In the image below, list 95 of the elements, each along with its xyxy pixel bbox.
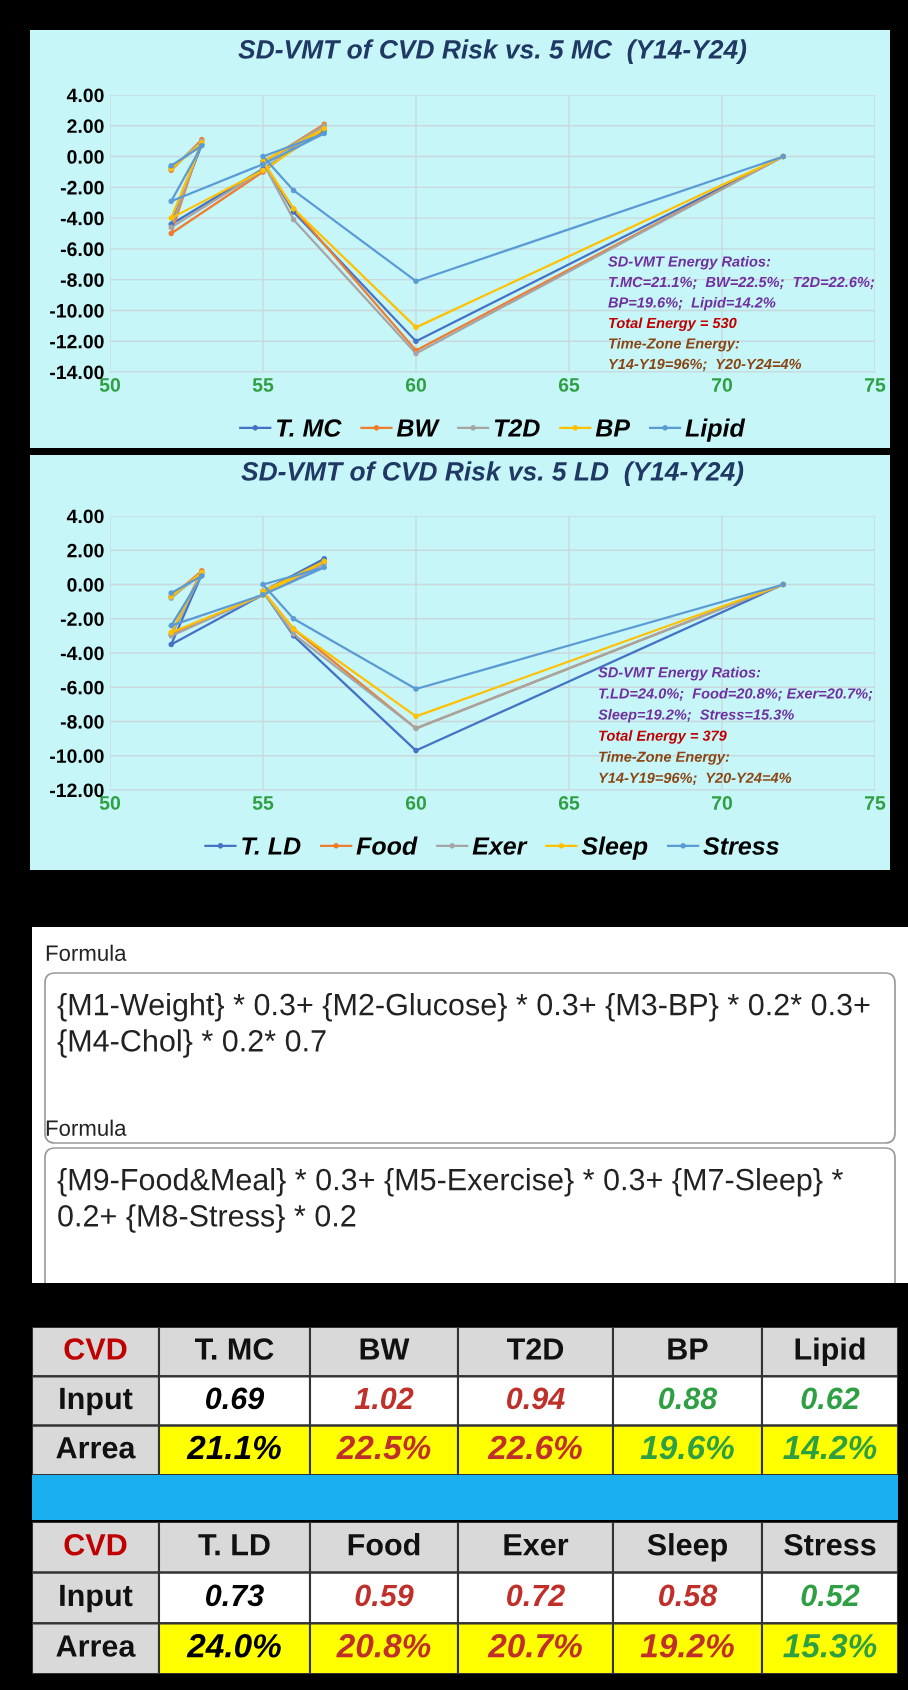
- text: 0.72: [507, 1584, 565, 1607]
- text: 24.0%: [186, 1634, 281, 1658]
- y-tick-label: -12.00: [50, 334, 104, 349]
- x-tick-label: 60: [405, 378, 427, 392]
- x-tick-label: 55: [252, 796, 274, 810]
- annotation: T.LD=24.0%; Food=20.8%; Exer=20.7%;: [599, 687, 873, 701]
- text: Formula: [46, 944, 127, 961]
- text: 20.8%: [336, 1634, 431, 1658]
- annotation: Y14-Y19=96%; Y20-Y24=4%: [599, 772, 792, 786]
- x-tick-label: 65: [558, 796, 580, 810]
- category-label: Input: [60, 1387, 133, 1416]
- annotation: Sleep=19.2%; Stress=15.3%: [598, 709, 794, 723]
- category-label: T2D: [506, 1338, 564, 1360]
- text: 20.7%: [487, 1634, 582, 1658]
- legend-label: Exer: [472, 837, 528, 855]
- annotation: SD-VMT Energy Ratios:: [598, 666, 761, 681]
- text: Formula: [46, 1119, 127, 1136]
- chart-title: SD-VMT of CVD Risk vs. 5 MC (Y14-Y24): [238, 39, 747, 64]
- legend-label: Sleep: [581, 836, 648, 860]
- annotation: Time-Zone Energy:: [609, 337, 740, 352]
- text: 0.73: [206, 1584, 264, 1607]
- text: 19.2%: [640, 1634, 734, 1658]
- legend-label: BP: [595, 419, 631, 437]
- text: {M1-Weight} * 0.3+ {M2-Glucose} * 0.3+ {M3-BP} * 0.2* 0.3+ {M4-Chol} * 0.2* 0.7: [57, 993, 870, 1058]
- text: 0.59: [355, 1584, 414, 1607]
- y-tick-label: 4.00: [66, 88, 104, 103]
- text: 21.1%: [186, 1435, 281, 1460]
- annotation: Time-Zone Energy:: [599, 751, 730, 765]
- x-tick-label: 70: [712, 796, 733, 810]
- text: 0.88: [659, 1387, 718, 1410]
- y-tick-label: -6.00: [60, 680, 104, 695]
- y-tick-label: 4.00: [66, 509, 104, 524]
- y-tick-label: -8.00: [60, 273, 104, 287]
- text: {M9-Food&Meal} * 0.3+ {M5-Exercise} * 0.3+ {M7-Sleep} * 0.2+ {M8-Stress} * 0.2: [57, 1168, 843, 1233]
- text: 0.69: [206, 1387, 265, 1410]
- legend-label: T2D: [494, 419, 540, 437]
- text: 1.02: [354, 1387, 414, 1410]
- category-label: Arrea: [56, 1635, 136, 1657]
- y-tick-label: -12.00: [50, 783, 104, 798]
- x-tick-label: 55: [252, 378, 274, 392]
- text: 0.94: [507, 1387, 565, 1410]
- y-tick-label: -14.00: [50, 365, 104, 380]
- y-tick-label: 2.00: [67, 119, 104, 134]
- category-label: BW: [360, 1338, 410, 1360]
- legend-label: Lipid: [685, 418, 746, 442]
- x-tick-label: 75: [865, 796, 886, 810]
- text: 0.58: [659, 1584, 718, 1607]
- legend-label: Food: [356, 836, 418, 855]
- x-tick-label: 75: [865, 378, 886, 392]
- x-tick-label: 60: [405, 796, 427, 810]
- y-tick-label: -2.00: [60, 612, 104, 626]
- legend-label: T. MC: [277, 419, 342, 437]
- category-label: T. MC: [194, 1338, 274, 1360]
- text: 14.2%: [783, 1435, 877, 1460]
- category-label: Input: [60, 1584, 133, 1613]
- y-tick-label: -10.00: [50, 749, 104, 763]
- category-label: Exer: [504, 1534, 569, 1556]
- legend-label: Stress: [703, 837, 779, 855]
- x-tick-label: 50: [99, 796, 121, 810]
- annotation: Y14-Y19=96%; Y20-Y24=4%: [609, 358, 802, 372]
- text: 0.62: [801, 1387, 860, 1410]
- y-tick-label: -8.00: [60, 714, 104, 729]
- y-tick-label: 0.00: [67, 577, 104, 592]
- category-label: T. LD: [198, 1534, 270, 1556]
- text: 15.3%: [783, 1634, 877, 1658]
- x-tick-label: 65: [558, 378, 580, 392]
- y-tick-label: 0.00: [67, 150, 104, 164]
- legend-label: BW: [396, 419, 440, 437]
- text: 22.6%: [487, 1435, 582, 1460]
- category-label: Sleep: [647, 1533, 728, 1562]
- annotation: SD-VMT Energy Ratios:: [608, 255, 771, 270]
- category-label: BP: [668, 1338, 708, 1360]
- annotation: BP=19.6%; Lipid=14.2%: [608, 296, 776, 311]
- annotation: Total Energy = 530: [609, 317, 737, 331]
- y-tick-label: -2.00: [60, 180, 104, 195]
- category-label: Arrea: [56, 1437, 136, 1459]
- chart-title: SD-VMT of CVD Risk vs. 5 LD (Y14-Y24): [241, 461, 744, 486]
- y-tick-label: 2.00: [67, 543, 104, 558]
- annotation: T.MC=21.1%; BW=22.5%; T2D=22.6%;: [609, 276, 875, 290]
- text: CVD: [64, 1338, 127, 1360]
- text: CVD: [64, 1533, 127, 1556]
- y-tick-label: -4.00: [60, 646, 104, 661]
- x-tick-label: 70: [712, 378, 733, 392]
- y-tick-label: -4.00: [60, 211, 104, 226]
- text: 0.52: [801, 1584, 860, 1607]
- y-tick-label: -6.00: [60, 242, 104, 257]
- y-tick-label: -10.00: [50, 303, 104, 318]
- annotation: Total Energy = 379: [599, 730, 727, 744]
- legend-label: T. LD: [242, 837, 301, 855]
- category-label: Lipid: [795, 1337, 865, 1366]
- x-tick-label: 50: [99, 378, 121, 392]
- text: 22.5%: [336, 1435, 431, 1460]
- category-label: Stress: [784, 1533, 876, 1556]
- category-label: Food: [348, 1533, 420, 1556]
- text: 19.6%: [640, 1435, 734, 1460]
